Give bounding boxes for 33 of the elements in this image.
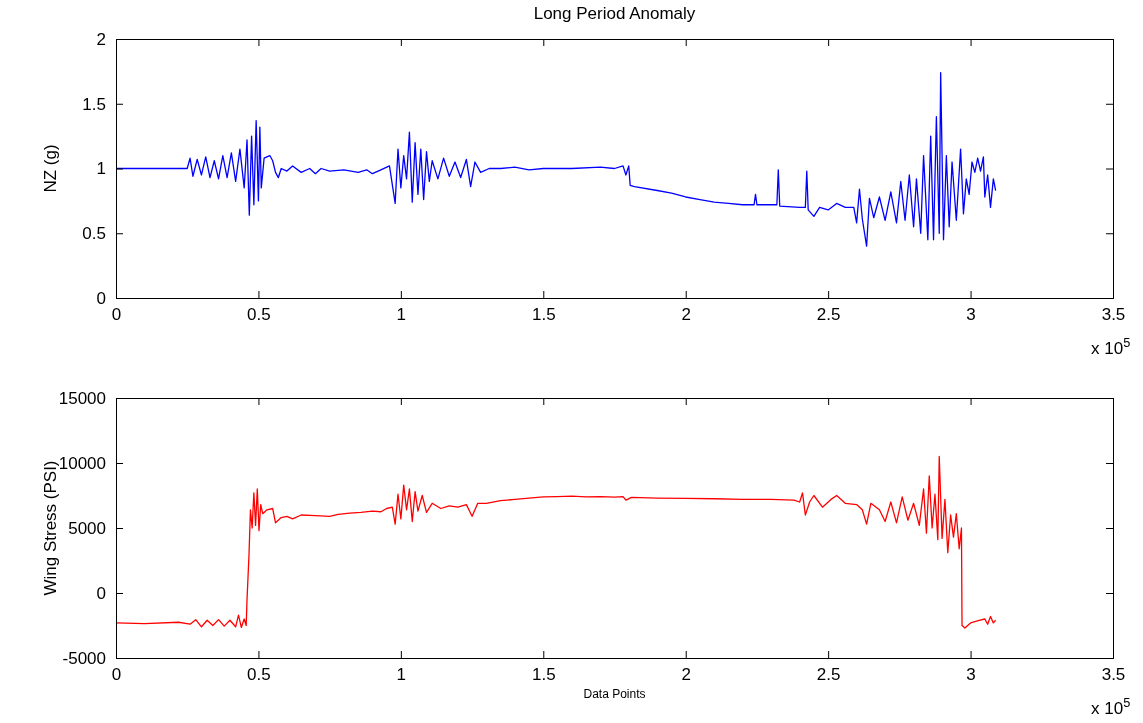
x-tick-label: 3 — [966, 305, 976, 325]
y-tick-label: 0 — [96, 288, 106, 308]
x-tick-label: 3.5 — [1101, 305, 1126, 325]
x-tick-label: 3.5 — [1101, 665, 1126, 685]
x-tick-label: 1 — [396, 665, 407, 685]
x-tick-label: 0 — [111, 305, 122, 325]
text: x 10$^{5}$ — [1091, 694, 1131, 718]
x-tick-label: 2 — [681, 665, 691, 685]
y-tick-label: 10000 — [58, 453, 106, 473]
text: x 10$^{5}$ — [1091, 334, 1131, 358]
x-tick-label: 3 — [966, 665, 976, 685]
x-tick-label: 2 — [681, 305, 691, 325]
line-series — [115, 455, 997, 629]
x-tick-label: 1.5 — [531, 665, 556, 685]
x-tick-label: 1.5 — [531, 305, 556, 325]
y-tick-label: 15000 — [58, 388, 106, 408]
x-tick-label: 0 — [111, 665, 122, 685]
x-tick-label: 2.5 — [816, 305, 841, 325]
x-tick-label: 0.5 — [247, 305, 271, 325]
y-tick-label: 1 — [96, 159, 106, 179]
y-tick-label: -5000 — [62, 648, 106, 668]
y-tick-label: 0.5 — [82, 224, 106, 244]
y-tick-label: 1.5 — [82, 94, 106, 114]
x-tick-label: 2.5 — [816, 665, 841, 685]
y-tick-label: 5000 — [68, 518, 106, 538]
x-tick-label: 0.5 — [247, 665, 271, 685]
y-axis-title: NZ (g) — [41, 144, 60, 193]
y-tick-label: 2 — [96, 29, 106, 49]
y-tick-label: 0 — [96, 583, 106, 603]
chart-title: Long Period Anomaly — [533, 4, 696, 23]
x-axis-title: Data Points — [583, 687, 646, 701]
y-axis-title: Wing Stress (PSI) — [41, 460, 60, 596]
x-tick-label: 1 — [396, 305, 407, 325]
